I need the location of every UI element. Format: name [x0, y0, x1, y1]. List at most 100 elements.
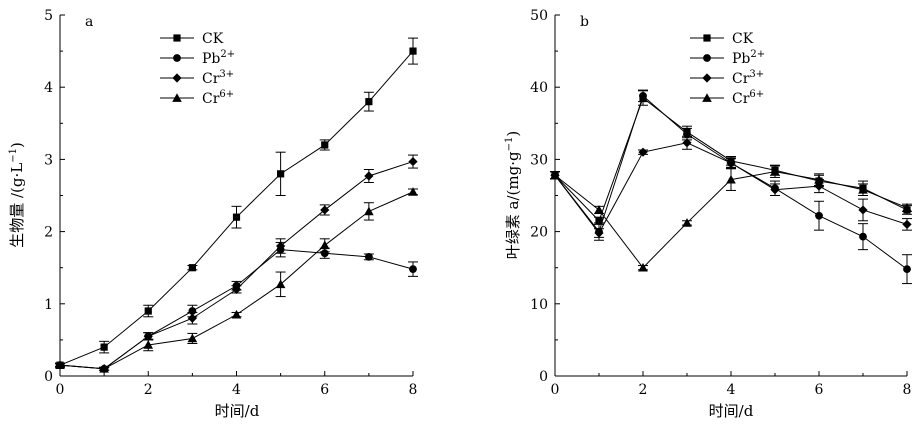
data-point [144, 307, 152, 315]
y-tick-label: 4 [44, 80, 53, 96]
legend-label: Pb2+ [732, 49, 765, 67]
data-point [100, 343, 108, 351]
data-point [55, 360, 65, 370]
legend-label: Cr6+ [202, 89, 234, 107]
data-point [408, 156, 418, 167]
data-point [321, 141, 329, 149]
data-point [143, 331, 153, 341]
data-point [858, 205, 868, 215]
series-line [59, 249, 414, 370]
data-point [550, 170, 560, 180]
y-tick-label: 3 [44, 152, 53, 168]
data-point [902, 219, 912, 229]
y-tick-label: 30 [530, 152, 548, 168]
x-axis-title: 时间/d [215, 402, 260, 420]
panel-a: 0 1 2 3 4 5 0 2 4 6 8 a 时间/d 生物量 /(g·L−1) CK Pb2+ Cr3+ Cr… [8, 8, 418, 420]
data-point [859, 232, 867, 241]
data-point [770, 166, 780, 176]
x-tick-label: 4 [727, 382, 736, 398]
legend-marker [703, 54, 711, 62]
series-CK [55, 37, 418, 369]
panel-label: b [580, 14, 589, 30]
series-Cr6+ [55, 187, 418, 373]
legend-marker [702, 93, 712, 102]
data-point [99, 363, 109, 373]
y-tick-label: 10 [530, 297, 548, 313]
y-tick-label: 40 [530, 80, 548, 96]
x-tick-label: 6 [815, 382, 824, 398]
x-tick-label: 8 [903, 382, 912, 398]
data-point [188, 264, 196, 272]
legend-marker [702, 73, 712, 83]
data-point [365, 98, 373, 106]
data-point [187, 313, 197, 323]
data-point [277, 170, 285, 178]
data-point [364, 171, 374, 181]
legend-label: Pb2+ [202, 49, 235, 67]
data-point [726, 174, 736, 184]
data-point [319, 240, 330, 250]
legend-marker [172, 93, 182, 102]
data-point [275, 279, 286, 289]
x-tick-label: 4 [232, 382, 241, 398]
data-point [639, 91, 647, 100]
y-tick-label: 2 [44, 225, 53, 241]
data-point [815, 211, 823, 220]
data-point [902, 202, 912, 212]
data-point [143, 340, 154, 349]
x-tick-label: 0 [551, 382, 560, 398]
data-point [682, 218, 692, 227]
series-Cr3+ [55, 154, 418, 374]
data-point [903, 265, 911, 274]
x-tick-label: 0 [56, 382, 65, 398]
x-axis-title: 时间/d [709, 402, 754, 420]
data-point [320, 249, 329, 258]
data-point [232, 213, 241, 221]
y-tick-label: 5 [44, 8, 53, 24]
data-point [638, 262, 648, 272]
series-Cr6+ [550, 165, 912, 272]
data-point [858, 184, 868, 194]
data-point [770, 185, 780, 195]
x-tick-label: 2 [144, 382, 153, 398]
legend-label: Cr3+ [732, 69, 764, 87]
data-point [231, 284, 242, 294]
data-point [409, 47, 417, 55]
series-Pb2+ [55, 241, 418, 373]
y-tick-label: 0 [44, 369, 53, 385]
legend-label: Cr3+ [202, 69, 234, 87]
y-tick-label: 50 [530, 8, 548, 24]
data-point [187, 333, 198, 343]
legend-marker [173, 34, 181, 42]
x-tick-label: 8 [409, 382, 418, 398]
legend-label: Cr6+ [732, 89, 764, 107]
series-Cr3+ [550, 135, 912, 238]
y-axis-title: 叶绿素 a/(mg·g−1) [504, 131, 522, 259]
data-point [595, 217, 603, 225]
data-point [814, 181, 824, 191]
data-point [594, 205, 604, 214]
x-tick-label: 2 [639, 382, 648, 398]
x-tick-label: 6 [320, 382, 329, 398]
data-point [364, 252, 373, 261]
data-point [231, 309, 242, 319]
legend-label: CK [202, 31, 224, 47]
panel-label: a [85, 14, 93, 30]
data-point [726, 158, 736, 168]
data-point [594, 228, 604, 238]
y-axis-title: 生物量 /(g·L−1) [8, 142, 26, 248]
data-point [364, 206, 374, 216]
data-point [276, 241, 286, 251]
legend-marker [173, 54, 181, 62]
data-point [188, 307, 197, 315]
data-point [409, 265, 417, 274]
y-tick-label: 1 [44, 297, 53, 313]
y-tick-label: 20 [530, 225, 548, 241]
panel-b: 0 10 20 30 40 50 0 2 4 6 8 b 时间/d 叶绿素 a/(mg·g−1) CK Pb2… [504, 8, 912, 420]
series-line [59, 161, 414, 370]
data-point [320, 205, 330, 215]
legend-marker [703, 34, 711, 42]
data-point [408, 187, 418, 196]
data-point [638, 147, 648, 157]
